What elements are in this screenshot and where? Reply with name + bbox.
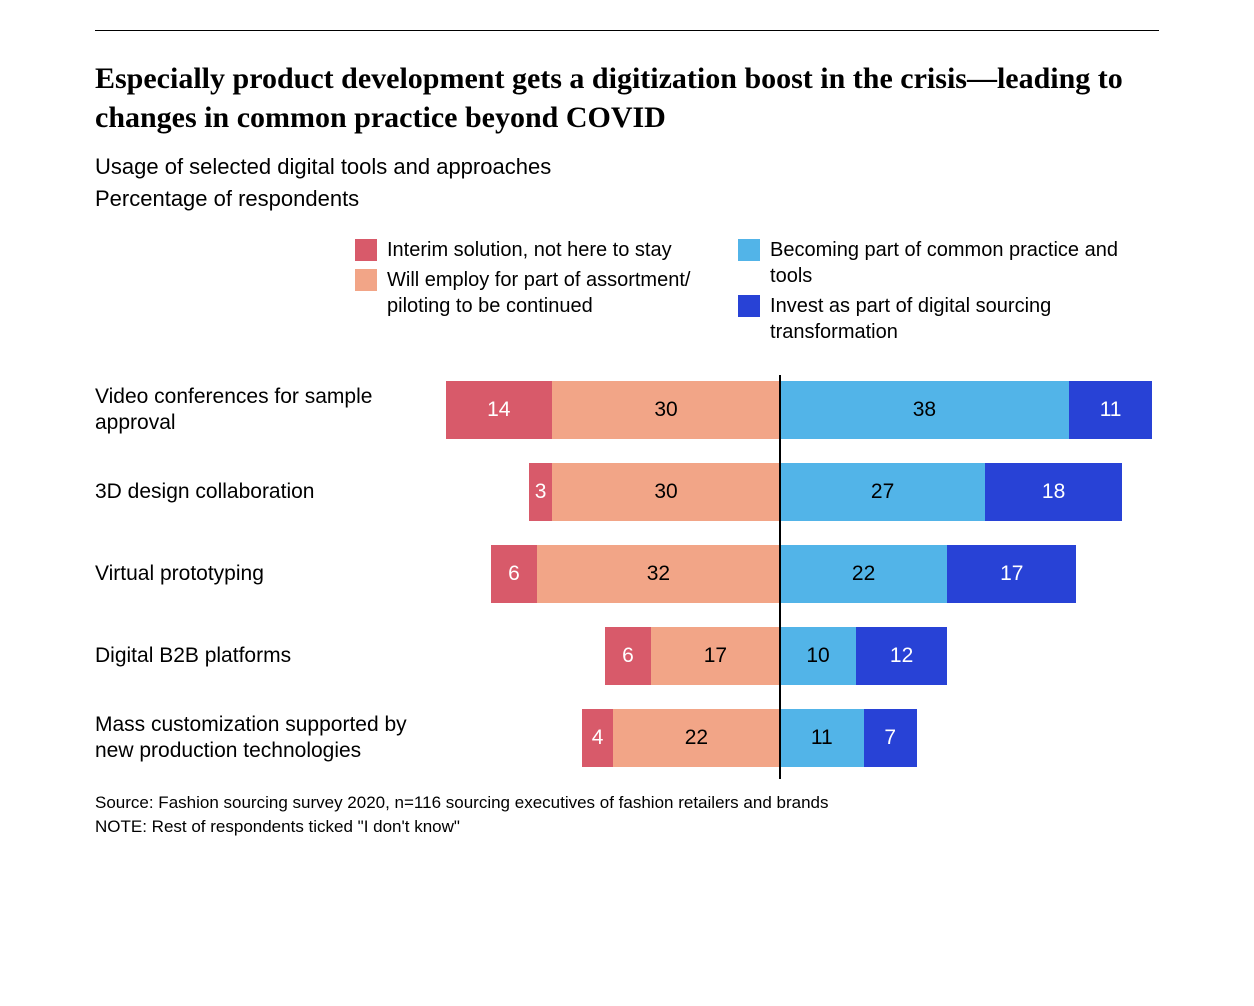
bar-segment-pilot: 30 [552,381,780,439]
chart-row: Digital B2B platforms6171012 [95,627,1159,685]
legend-col-right: Becoming part of common practice and too… [738,237,1159,345]
legend-item-invest: Invest as part of digital sourcing trans… [738,293,1159,345]
bar-segment-invest: 7 [864,709,917,767]
legend-label-pilot: Will employ for part of assortment/ pilo… [387,267,698,319]
row-bars: 6322217 [435,545,1159,603]
chart-container: Especially product development gets a di… [0,0,1254,878]
bar-segment-invest: 17 [947,545,1076,603]
row-label: 3D design collaboration [95,479,435,505]
chart-row: Video conferences for sample approval143… [95,381,1159,439]
row-bars: 422117 [435,709,1159,767]
bar-segment-common: 22 [780,545,947,603]
bar-segment-interim: 6 [605,627,651,685]
legend-label-invest: Invest as part of digital sourcing trans… [770,293,1159,345]
bar-segment-pilot: 22 [613,709,780,767]
row-bars: 14303811 [435,381,1159,439]
bar-segment-pilot: 17 [651,627,780,685]
row-bars: 6171012 [435,627,1159,685]
center-axis [779,375,781,779]
note-line: NOTE: Rest of respondents ticked "I don'… [95,815,1159,839]
bar-segment-common: 10 [780,627,856,685]
legend-swatch-invest [738,295,760,317]
bar-segment-pilot: 30 [552,463,780,521]
row-bars: 3302718 [435,463,1159,521]
legend-col-left: Interim solution, not here to stay Will … [355,237,698,345]
subtitle-line-2: Percentage of respondents [95,183,1159,215]
row-label: Mass customization supported by new prod… [95,712,435,765]
top-rule [95,30,1159,31]
bar-segment-invest: 12 [856,627,947,685]
chart-row: 3D design collaboration3302718 [95,463,1159,521]
legend-swatch-common [738,239,760,261]
footnotes: Source: Fashion sourcing survey 2020, n=… [95,791,1159,839]
chart-row: Virtual prototyping6322217 [95,545,1159,603]
legend-item-pilot: Will employ for part of assortment/ pilo… [355,267,698,319]
row-label: Virtual prototyping [95,561,435,587]
chart-title: Especially product development gets a di… [95,59,1159,137]
legend: Interim solution, not here to stay Will … [355,237,1159,345]
chart-plot: Video conferences for sample approval143… [95,375,1159,767]
chart-subtitle: Usage of selected digital tools and appr… [95,151,1159,215]
bar-segment-pilot: 32 [537,545,780,603]
legend-item-common: Becoming part of common practice and too… [738,237,1159,289]
legend-swatch-pilot [355,269,377,291]
source-line: Source: Fashion sourcing survey 2020, n=… [95,791,1159,815]
bar-segment-interim: 14 [446,381,552,439]
bar-segment-common: 27 [780,463,985,521]
subtitle-line-1: Usage of selected digital tools and appr… [95,151,1159,183]
legend-item-interim: Interim solution, not here to stay [355,237,698,263]
bar-segment-interim: 3 [529,463,552,521]
legend-label-interim: Interim solution, not here to stay [387,237,672,263]
bar-segment-common: 38 [780,381,1069,439]
bar-segment-invest: 11 [1069,381,1153,439]
bar-segment-invest: 18 [985,463,1122,521]
row-label: Video conferences for sample approval [95,384,435,437]
legend-swatch-interim [355,239,377,261]
bar-segment-interim: 4 [582,709,612,767]
bar-segment-common: 11 [780,709,864,767]
chart-row: Mass customization supported by new prod… [95,709,1159,767]
bar-segment-interim: 6 [491,545,537,603]
legend-label-common: Becoming part of common practice and too… [770,237,1159,289]
row-label: Digital B2B platforms [95,643,435,669]
